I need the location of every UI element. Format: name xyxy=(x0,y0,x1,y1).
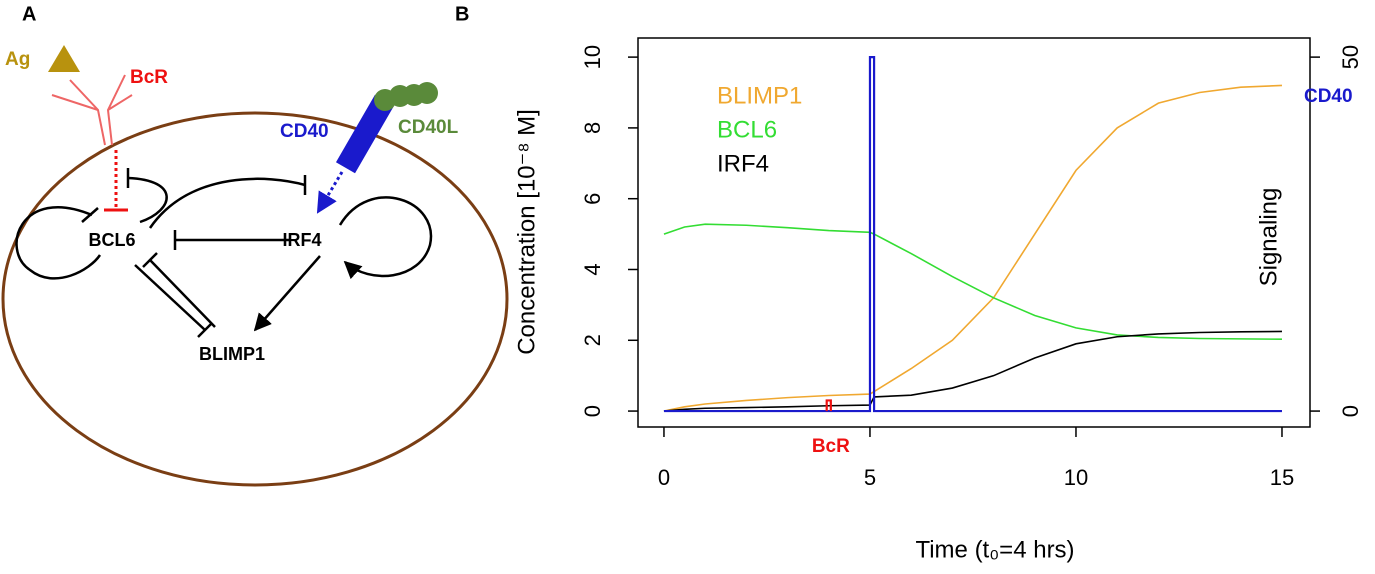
series-line xyxy=(825,399,832,412)
node-label: BCL6 xyxy=(88,230,135,250)
series-line xyxy=(663,56,1282,413)
series-line xyxy=(663,223,1282,341)
cd40-receptor xyxy=(335,94,395,174)
cell xyxy=(1,111,509,487)
y-tick-label: 6 xyxy=(580,193,605,205)
series-line xyxy=(663,330,1282,412)
x-tick-label: 15 xyxy=(1270,465,1294,490)
cd40-signal xyxy=(316,171,344,214)
series-line xyxy=(663,84,1283,412)
network-edges xyxy=(15,168,433,338)
legend-entry: IRF4 xyxy=(717,150,769,177)
bcr-label: BcR xyxy=(130,67,168,88)
y-axis-label: Concentration [10⁻⁸ M] xyxy=(513,109,540,355)
x-axis-label: Time (t₀=4 hrs) xyxy=(915,536,1074,563)
node-label: BLIMP1 xyxy=(199,344,265,364)
y-tick-label: 0 xyxy=(580,405,605,417)
y2-tick-label: 0 xyxy=(1338,405,1363,417)
plot-frame xyxy=(637,37,1311,428)
bcr-receptor xyxy=(51,74,133,146)
ligand-label: Ag xyxy=(5,49,30,70)
y-tick-label: 10 xyxy=(580,45,605,69)
cd40l-label: CD40L xyxy=(398,117,459,138)
cd40-label: CD40 xyxy=(280,121,329,142)
x-tick-label: 0 xyxy=(658,465,670,490)
y-tick-label: 8 xyxy=(580,122,605,134)
panel-label: A xyxy=(22,3,36,25)
legend-entry: BLIMP1 xyxy=(717,82,802,109)
panel-a: A Ag BcR CD40 CD40L BCL6 IRF4 BLIMP xyxy=(1,3,509,487)
y-tick-label: 2 xyxy=(580,334,605,346)
y2-axis-label: Signaling xyxy=(1255,188,1282,287)
cd40l xyxy=(374,82,438,111)
y-tick-label: 4 xyxy=(580,263,605,275)
legend-entry: BCL6 xyxy=(717,116,777,143)
antigen xyxy=(48,45,80,72)
x-tick-label: 10 xyxy=(1064,465,1088,490)
series-label: BcR xyxy=(812,436,850,457)
x-tick-label: 5 xyxy=(864,465,876,490)
node-label: IRF4 xyxy=(282,230,321,250)
panel-label: B xyxy=(455,3,469,25)
y2-tick-label: 50 xyxy=(1338,45,1363,69)
series-label: CD40 xyxy=(1304,86,1353,107)
